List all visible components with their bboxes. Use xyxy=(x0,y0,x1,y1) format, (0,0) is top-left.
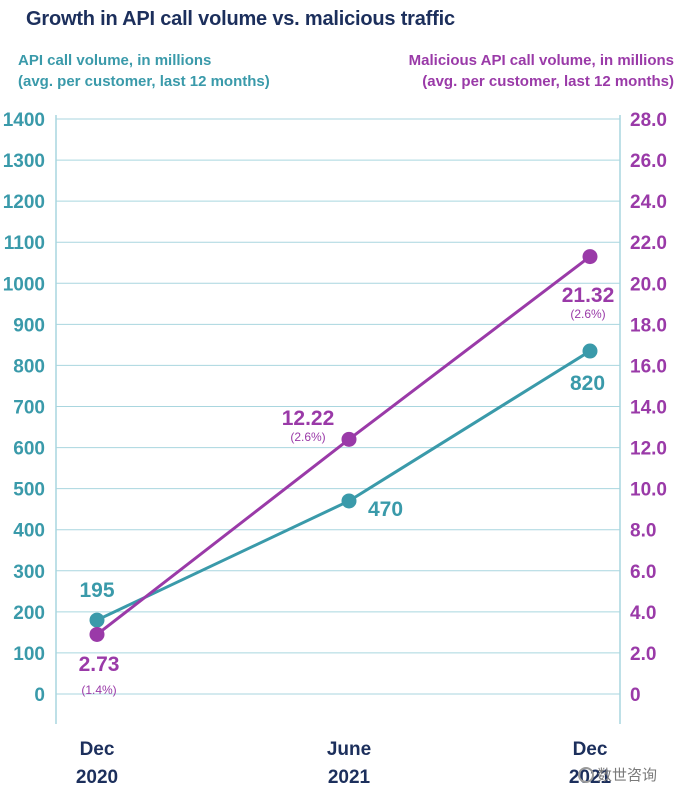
malicious-volume-percent-label: (2.6%) xyxy=(290,430,325,444)
left-tick-label: 100 xyxy=(13,644,45,665)
left-tick-label: 1400 xyxy=(3,110,45,131)
right-tick-label: 28.0 xyxy=(630,110,667,131)
x-tick-label-line1: Dec xyxy=(80,739,115,760)
api-volume-data-label: 820 xyxy=(570,372,605,395)
right-tick-label: 18.0 xyxy=(630,315,667,336)
right-tick-label: 12.0 xyxy=(630,439,667,460)
right-tick-label: 6.0 xyxy=(630,562,656,583)
left-axis-label: API call volume, in millions (avg. per c… xyxy=(18,50,270,92)
malicious-volume-point xyxy=(582,249,598,265)
api-volume-line xyxy=(96,349,591,622)
api-volume-point xyxy=(341,493,357,509)
left-axis-label-line2: (avg. per customer, last 12 months) xyxy=(18,73,270,90)
left-tick-label: 800 xyxy=(13,356,45,377)
right-axis-label: Malicious API call volume, in millions (… xyxy=(409,50,674,92)
x-tick-label-line1: Dec xyxy=(573,739,608,760)
left-tick-label: 200 xyxy=(13,603,45,624)
malicious-volume-percent-label: (2.6%) xyxy=(570,307,605,321)
api-volume-data-label: 195 xyxy=(79,579,114,602)
api-volume-data-label: 470 xyxy=(368,498,403,521)
right-tick-label: 20.0 xyxy=(630,274,667,295)
chart-title: Growth in API call volume vs. malicious … xyxy=(26,8,455,30)
right-tick-label: 22.0 xyxy=(630,233,667,254)
left-tick-label: 700 xyxy=(13,398,45,419)
left-tick-label: 0 xyxy=(34,685,45,706)
wechat-icon xyxy=(578,767,594,783)
left-tick-label: 1000 xyxy=(3,274,45,295)
right-tick-label: 16.0 xyxy=(630,356,667,377)
malicious-volume-point xyxy=(89,626,105,642)
right-tick-label: 0 xyxy=(630,685,641,706)
malicious-volume-point xyxy=(341,431,357,447)
right-tick-label: 10.0 xyxy=(630,480,667,501)
right-tick-label: 2.0 xyxy=(630,644,656,665)
api-volume-point xyxy=(89,612,105,628)
malicious-volume-data-label: 21.32 xyxy=(562,284,615,307)
left-tick-label: 1300 xyxy=(3,151,45,172)
left-tick-label: 900 xyxy=(13,315,45,336)
right-tick-label: 26.0 xyxy=(630,151,667,172)
right-tick-label: 14.0 xyxy=(630,398,667,419)
watermark-text: 数世咨询 xyxy=(597,767,658,784)
api-volume-point xyxy=(582,343,598,359)
left-tick-label: 1100 xyxy=(4,233,45,254)
x-tick-label-line2: 2020 xyxy=(76,767,118,788)
right-axis-label-line2: (avg. per customer, last 12 months) xyxy=(422,73,674,90)
left-tick-label: 400 xyxy=(13,521,45,542)
watermark: 数世咨询 xyxy=(578,764,657,785)
malicious-volume-percent-label: (1.4%) xyxy=(81,683,116,697)
malicious-volume-data-label: 12.22 xyxy=(282,407,335,430)
malicious-volume-data-label: 2.73 xyxy=(79,653,120,676)
left-tick-label: 300 xyxy=(13,562,45,583)
right-tick-label: 24.0 xyxy=(630,192,667,213)
right-tick-label: 8.0 xyxy=(630,521,656,542)
left-tick-label: 600 xyxy=(13,439,45,460)
right-axis-label-line1: Malicious API call volume, in millions xyxy=(408,52,674,69)
malicious-volume-line xyxy=(96,255,591,636)
left-axis-label-line1: API call volume, in millions xyxy=(18,52,212,69)
left-tick-label: 1200 xyxy=(3,192,45,213)
x-tick-label-line2: 2021 xyxy=(328,767,371,788)
right-tick-label: 4.0 xyxy=(630,603,656,624)
left-tick-label: 500 xyxy=(13,480,45,501)
x-tick-label-line1: June xyxy=(327,739,371,760)
